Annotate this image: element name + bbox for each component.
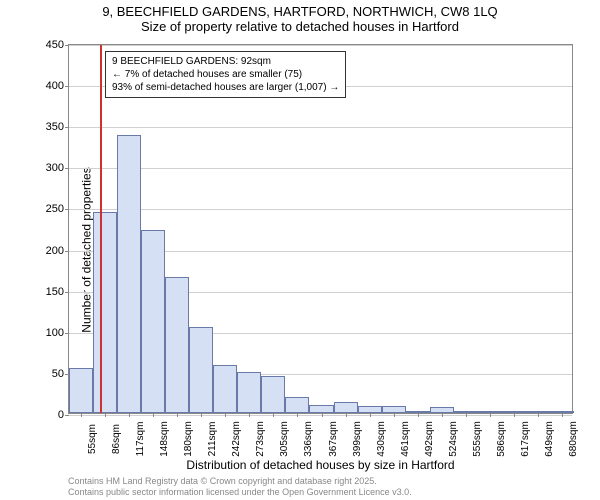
x-tick-mark [81, 413, 82, 417]
x-tick-label: 680sqm [565, 421, 579, 457]
x-tick-label: 55sqm [84, 424, 98, 454]
y-tick-label: 350 [46, 121, 69, 133]
x-tick-label: 242sqm [228, 421, 242, 457]
histogram-bar [237, 372, 261, 413]
histogram-bar [69, 368, 93, 413]
x-tick-label: 148sqm [156, 421, 170, 457]
y-tick-label: 150 [46, 286, 69, 298]
x-tick-label: 492sqm [421, 421, 435, 457]
y-tick-label: 250 [46, 203, 69, 215]
x-tick-mark [273, 413, 274, 417]
chart-title: 9, BEECHFIELD GARDENS, HARTFORD, NORTHWI… [0, 4, 600, 34]
annotation-line2: ← 7% of detached houses are smaller (75) [112, 68, 339, 81]
x-tick-mark [394, 413, 395, 417]
gridline [69, 168, 572, 169]
y-tick-label: 50 [52, 368, 69, 380]
histogram-bar [358, 406, 382, 413]
histogram-bar [93, 212, 117, 413]
x-tick-mark [153, 413, 154, 417]
x-tick-mark [225, 413, 226, 417]
x-tick-label: 367sqm [325, 421, 339, 457]
y-tick-label: 400 [46, 80, 69, 92]
footer-line1: Contains HM Land Registry data © Crown c… [68, 476, 573, 487]
x-tick-label: 399sqm [349, 421, 363, 457]
marker-line [100, 45, 102, 413]
y-tick-label: 450 [46, 39, 69, 51]
x-tick-mark [418, 413, 419, 417]
x-tick-label: 117sqm [132, 422, 146, 457]
annotation-line1: 9 BEECHFIELD GARDENS: 92sqm [112, 55, 339, 68]
histogram-bar [141, 230, 165, 413]
y-tick-label: 100 [46, 327, 69, 339]
gridline [69, 209, 572, 210]
x-tick-label: 305sqm [276, 421, 290, 457]
x-tick-mark [490, 413, 491, 417]
histogram-bar [285, 397, 309, 413]
annotation-line3: 93% of semi-detached houses are larger (… [112, 81, 339, 94]
title-address: 9, BEECHFIELD GARDENS, HARTFORD, NORTHWI… [0, 4, 600, 19]
x-axis-label: Distribution of detached houses by size … [68, 458, 573, 472]
gridline [69, 45, 572, 46]
footer-line2: Contains public sector information licen… [68, 487, 573, 498]
x-tick-mark [105, 413, 106, 417]
x-tick-label: 211sqm [204, 422, 218, 457]
x-tick-mark [538, 413, 539, 417]
x-tick-label: 86sqm [108, 424, 122, 454]
x-tick-label: 555sqm [469, 421, 483, 457]
x-tick-mark [201, 413, 202, 417]
gridline [69, 415, 572, 416]
x-tick-label: 180sqm [180, 421, 194, 457]
y-tick-label: 200 [46, 245, 69, 257]
x-tick-mark [322, 413, 323, 417]
x-tick-mark [442, 413, 443, 417]
histogram-bar [165, 277, 189, 413]
x-tick-mark [346, 413, 347, 417]
title-subtitle: Size of property relative to detached ho… [0, 19, 600, 34]
histogram-bar [261, 376, 285, 413]
annotation-box: 9 BEECHFIELD GARDENS: 92sqm ← 7% of deta… [105, 51, 346, 98]
x-tick-mark [297, 413, 298, 417]
x-tick-label: 649sqm [541, 421, 555, 457]
x-tick-mark [514, 413, 515, 417]
gridline [69, 127, 572, 128]
histogram-bar [117, 135, 141, 413]
x-tick-label: 617sqm [517, 421, 531, 457]
x-tick-mark [129, 413, 130, 417]
histogram-bar [189, 327, 213, 413]
y-tick-label: 300 [46, 162, 69, 174]
x-tick-label: 586sqm [493, 421, 507, 457]
histogram-bar [309, 405, 333, 413]
x-tick-label: 524sqm [445, 421, 459, 457]
x-tick-label: 461sqm [397, 421, 411, 457]
x-tick-label: 336sqm [300, 421, 314, 457]
y-tick-label: 0 [58, 409, 69, 421]
histogram-bar [213, 365, 237, 413]
x-tick-mark [177, 413, 178, 417]
x-tick-mark [249, 413, 250, 417]
x-tick-mark [466, 413, 467, 417]
chart-container: 9, BEECHFIELD GARDENS, HARTFORD, NORTHWI… [0, 0, 600, 500]
x-tick-mark [562, 413, 563, 417]
plot-area: 05010015020025030035040045055sqm86sqm117… [68, 44, 573, 414]
histogram-bar [334, 402, 358, 414]
x-tick-label: 430sqm [373, 421, 387, 457]
x-tick-mark [370, 413, 371, 417]
footer-attribution: Contains HM Land Registry data © Crown c… [68, 476, 573, 498]
x-tick-label: 273sqm [252, 421, 266, 457]
